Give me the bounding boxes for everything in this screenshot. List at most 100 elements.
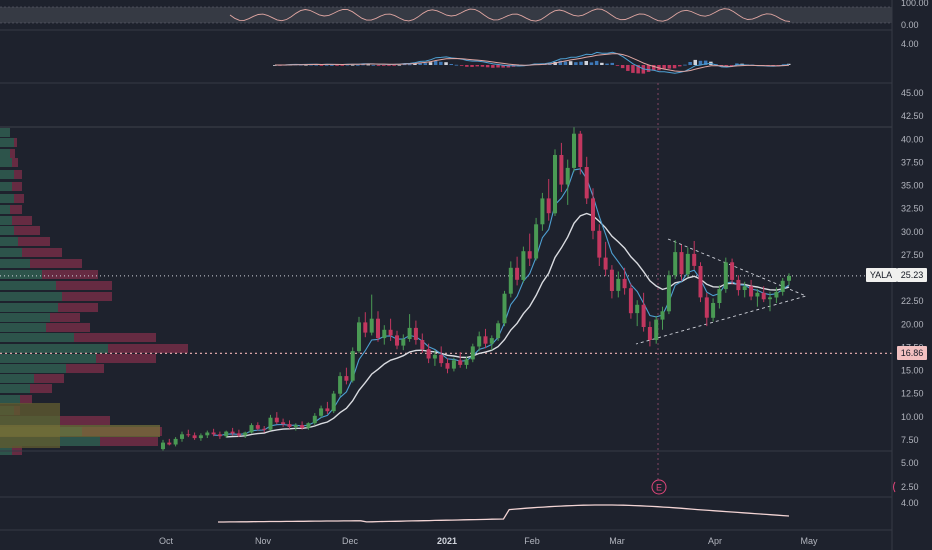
- volume-profile-bar: [56, 281, 112, 290]
- macd-histogram-bar: [579, 61, 583, 65]
- macd-histogram-bar: [589, 62, 594, 65]
- candle-body: [591, 198, 595, 231]
- candle-body: [331, 393, 336, 412]
- macd-histogram-bar: [413, 63, 417, 65]
- candle-body: [395, 335, 399, 346]
- volume-profile-bar: [66, 364, 104, 373]
- candle-body: [198, 435, 203, 439]
- volume-profile-bar: [0, 205, 10, 214]
- candle-body: [673, 252, 678, 276]
- x-label-apr: Apr: [708, 536, 722, 546]
- macd-histogram-bar: [361, 64, 365, 66]
- volume-profile-bar: [30, 384, 52, 393]
- time-axis: Oct Nov Dec 2021 Feb Mar Apr May: [159, 536, 818, 546]
- macd-histogram-bar: [309, 64, 313, 66]
- volume-profile-bar: [74, 333, 156, 342]
- rsi-pane: [0, 6, 892, 24]
- price-tick: 42.50: [901, 111, 924, 121]
- candle-body: [628, 288, 633, 314]
- candle-body: [559, 155, 564, 185]
- x-label-nov: Nov: [255, 536, 272, 546]
- macd-histogram-bar: [652, 65, 656, 71]
- candle-body: [489, 338, 494, 344]
- volume-profile-bar: [0, 226, 14, 235]
- ticker-price-badge: YALA 25.23: [866, 268, 927, 282]
- candle-body: [622, 278, 627, 289]
- macd-histogram-bar: [392, 65, 396, 66]
- volume-profile-bar: [12, 158, 18, 167]
- volume-profile-bar: [0, 182, 12, 191]
- macd-histogram-bar: [491, 65, 495, 68]
- macd-histogram-bar: [729, 65, 734, 66]
- candle-body: [300, 425, 305, 428]
- candle-body: [597, 230, 602, 258]
- volume-profile-bar: [0, 194, 14, 203]
- price-tick: 5.00: [901, 458, 919, 468]
- macd-histogram-bar: [626, 65, 630, 71]
- moving-average-slow: [226, 212, 790, 438]
- macd-histogram-bar: [672, 65, 677, 69]
- candle-body: [470, 346, 475, 360]
- x-label-may: May: [800, 536, 818, 546]
- volume-profile-bar: [30, 259, 82, 268]
- volume-profile-bar: [0, 248, 22, 257]
- candle-body: [584, 167, 589, 199]
- candle-body: [515, 267, 520, 280]
- candle-body: [736, 279, 741, 291]
- macd-histogram-bar: [688, 62, 692, 65]
- macd-histogram-bar: [636, 65, 640, 74]
- volume-profile-bar: [0, 395, 20, 404]
- candle-body: [685, 253, 690, 275]
- candle-body: [755, 292, 760, 297]
- macd-histogram-bar: [449, 64, 453, 65]
- candle-body: [508, 267, 513, 294]
- macd-histogram-bar: [683, 64, 687, 66]
- candle-body: [458, 360, 463, 365]
- price-tick: 12.50: [901, 389, 924, 399]
- earnings-marker[interactable]: E: [651, 479, 667, 495]
- volume-profile-bar: [42, 270, 98, 279]
- macd-histogram-bar: [402, 64, 407, 66]
- macd-histogram-bar: [314, 64, 318, 66]
- macd-histogram-bar: [662, 65, 666, 69]
- candle-body: [635, 304, 640, 314]
- candle-body: [609, 269, 614, 291]
- candle-body: [268, 417, 273, 430]
- candle-body: [698, 266, 703, 298]
- macd-histogram-bar: [319, 65, 324, 66]
- macd-histogram-bar: [735, 63, 739, 65]
- candle-body: [647, 327, 652, 340]
- macd-histogram-bar: [345, 64, 350, 66]
- macd-histogram-bar: [304, 64, 308, 66]
- candle-body: [236, 433, 241, 436]
- macd-histogram-bar: [428, 62, 433, 65]
- candle-body: [376, 318, 380, 339]
- candle-body: [692, 253, 697, 266]
- candle-body: [243, 432, 248, 436]
- candle-body: [464, 359, 469, 365]
- volume-profile-bar: [0, 237, 18, 246]
- volume-profile: [0, 128, 188, 455]
- volume-profile-bar: [50, 313, 80, 322]
- candle-body: [534, 224, 539, 259]
- macd-histogram-bar: [574, 62, 578, 65]
- support-price-label: 16.86: [901, 348, 924, 358]
- volume-profile-bar: [0, 138, 14, 147]
- x-label-mar: Mar: [609, 536, 625, 546]
- volume-profile-bar: [22, 248, 62, 257]
- macd-histogram-bar: [273, 65, 277, 66]
- price-tick: 30.00: [901, 227, 924, 237]
- macd-histogram-bar: [703, 60, 708, 65]
- macd-histogram-bar: [335, 65, 339, 66]
- last-price-label: 25.23: [901, 270, 924, 280]
- macd-histogram-bar: [646, 65, 651, 72]
- volume-profile-bar: [0, 384, 30, 393]
- candle-body: [717, 289, 722, 303]
- volume-profile-bar: [62, 292, 112, 301]
- macd-histogram-bar: [568, 61, 573, 65]
- macd-histogram-bar: [605, 63, 609, 65]
- candle-body: [768, 297, 772, 300]
- volume-tick-4-00: 4.00: [901, 498, 919, 508]
- macd-histogram-bar: [340, 65, 344, 66]
